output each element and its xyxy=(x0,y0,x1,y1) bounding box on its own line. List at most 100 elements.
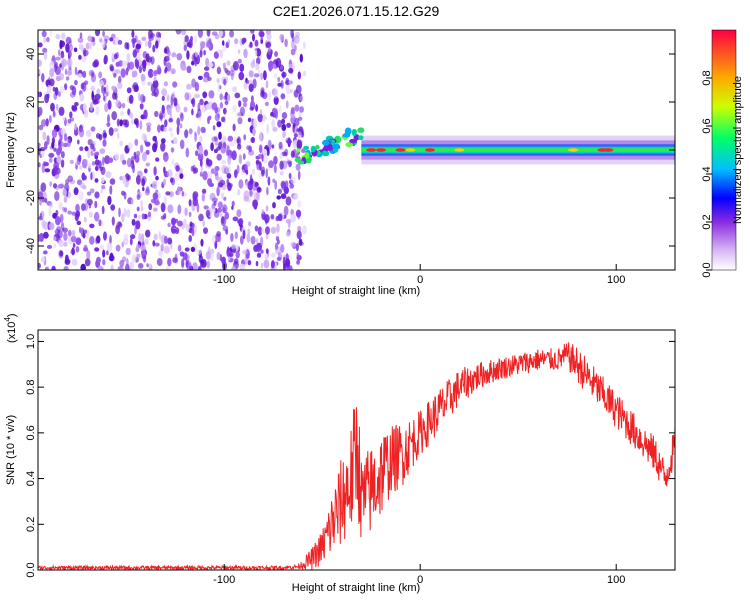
noise-dot xyxy=(56,226,62,232)
noise-dot xyxy=(199,135,203,142)
noise-dot xyxy=(73,187,79,196)
noise-dot xyxy=(270,112,274,117)
noise-dot xyxy=(247,180,253,191)
noise-dot xyxy=(88,211,93,218)
noise-dot xyxy=(67,69,72,76)
noise-dot xyxy=(49,181,53,187)
noise-dot xyxy=(134,226,137,235)
noise-dot xyxy=(94,191,100,199)
noise-dot xyxy=(69,111,73,119)
noise-dot xyxy=(107,114,110,124)
noise-dot xyxy=(112,92,117,100)
noise-dot xyxy=(279,152,283,160)
noise-dot xyxy=(78,226,82,234)
noise-dot xyxy=(237,189,241,196)
noise-dot xyxy=(184,92,190,101)
noise-dot xyxy=(198,213,204,222)
noise-dot xyxy=(173,136,178,145)
noise-dot xyxy=(163,47,168,54)
noise-dot xyxy=(185,223,190,232)
noise-dot xyxy=(179,173,184,180)
snr-multiplier-prefix: (x10 xyxy=(6,322,18,343)
noise-dot xyxy=(286,160,293,165)
noise-dot xyxy=(248,145,252,153)
noise-dot xyxy=(225,164,232,174)
noise-dot xyxy=(208,90,215,99)
noise-dot xyxy=(119,259,125,267)
noise-dot xyxy=(38,42,43,48)
snr-y-tick-label: 0.8 xyxy=(25,379,37,394)
noise-dot xyxy=(254,225,259,232)
noise-dot xyxy=(241,38,245,45)
noise-dot xyxy=(130,155,135,165)
noise-dot xyxy=(58,145,62,154)
noise-dot xyxy=(38,124,44,131)
noise-dot xyxy=(120,110,124,117)
noise-dot xyxy=(152,192,159,200)
noise-dot xyxy=(163,178,167,186)
noise-dot xyxy=(63,196,68,203)
noise-dot xyxy=(206,30,211,37)
noise-dot xyxy=(238,100,242,108)
noise-dot xyxy=(260,249,264,254)
noise-dot xyxy=(277,119,282,128)
noise-dot xyxy=(260,72,263,81)
noise-dot xyxy=(194,51,198,58)
noise-dot xyxy=(213,200,217,206)
noise-dot xyxy=(109,252,114,261)
noise-dot xyxy=(108,157,114,163)
noise-dot xyxy=(288,63,293,70)
noise-dot xyxy=(272,202,276,209)
noise-dot xyxy=(179,123,183,129)
noise-dot xyxy=(49,202,53,208)
noise-dot xyxy=(153,70,160,75)
noise-dot xyxy=(51,128,58,138)
noise-dot xyxy=(258,153,263,160)
noise-dot xyxy=(216,153,222,161)
noise-dot xyxy=(197,265,201,270)
noise-dot xyxy=(220,116,226,123)
noise-dot xyxy=(136,150,141,157)
noise-dot xyxy=(158,230,162,240)
noise-dot xyxy=(271,119,276,128)
snr-x-tick-label: 0 xyxy=(417,574,423,586)
noise-dot xyxy=(58,49,61,56)
signal-hotspot xyxy=(603,148,614,152)
noise-dot xyxy=(113,128,119,132)
noise-dot xyxy=(145,229,151,238)
noise-dot xyxy=(108,127,114,136)
noise-dot xyxy=(121,190,126,196)
noise-dot xyxy=(160,138,166,144)
noise-dot xyxy=(274,261,278,270)
noise-dot xyxy=(294,117,300,127)
noise-dot xyxy=(154,139,158,149)
noise-dot xyxy=(227,182,231,187)
noise-dot xyxy=(121,241,124,248)
noise-dot xyxy=(198,145,204,155)
noise-dot xyxy=(78,127,85,138)
noise-dot xyxy=(91,161,96,166)
snr-y-axis-label: SNR (10 * v/v) xyxy=(5,415,17,485)
noise-dot xyxy=(252,127,256,137)
noise-dot xyxy=(285,258,291,268)
noise-dot xyxy=(259,131,263,142)
noise-dot xyxy=(51,265,56,270)
noise-dot xyxy=(248,83,254,92)
noise-dot xyxy=(217,82,221,92)
noise-dot xyxy=(121,213,125,223)
noise-dot xyxy=(72,243,76,248)
noise-dot xyxy=(265,30,271,35)
noise-dot xyxy=(280,193,287,200)
noise-dot xyxy=(183,44,187,52)
noise-dot xyxy=(167,204,174,214)
signal-hotspot xyxy=(366,148,377,152)
noise-dot xyxy=(140,245,147,252)
noise-dot xyxy=(89,236,95,245)
noise-dot xyxy=(51,141,55,149)
noise-dot xyxy=(94,159,100,166)
onset-blob xyxy=(357,127,365,133)
noise-dot xyxy=(194,93,201,99)
noise-dot xyxy=(256,245,261,253)
noise-dot xyxy=(148,263,152,269)
noise-dot xyxy=(111,111,117,121)
